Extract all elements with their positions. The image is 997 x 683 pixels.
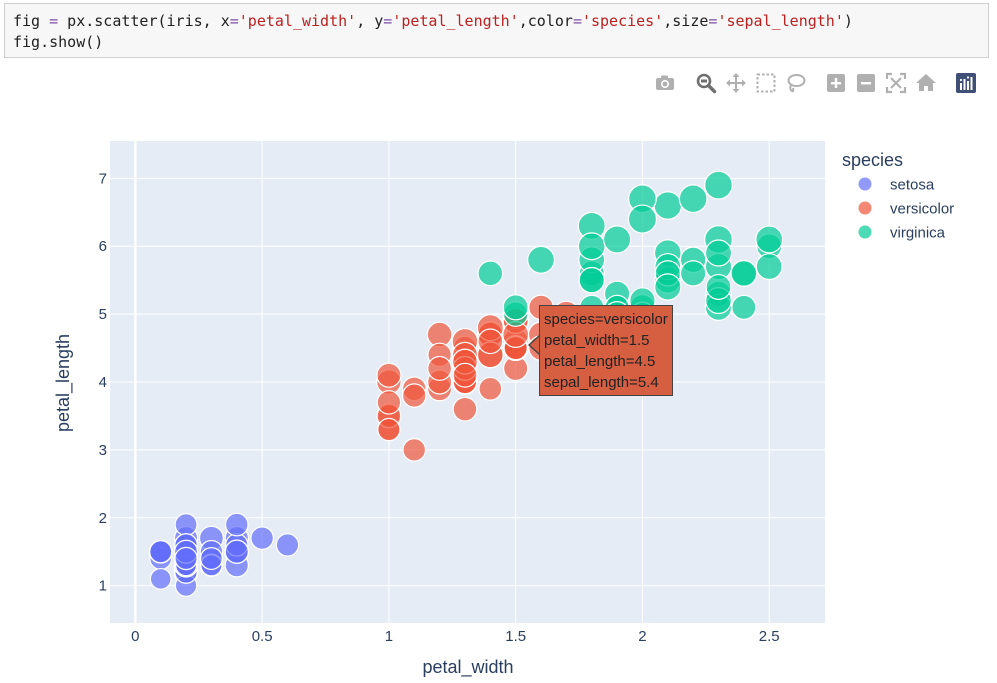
x-tick-label: 1 bbox=[385, 628, 393, 645]
code-token: ,size bbox=[663, 12, 709, 30]
tooltip-line: petal_length=4.5 bbox=[544, 353, 656, 370]
zoom-in-icon[interactable] bbox=[825, 72, 847, 94]
code-string: 'sepal_length' bbox=[717, 12, 844, 30]
legend-label[interactable]: virginica bbox=[890, 225, 946, 242]
data-point-setosa[interactable] bbox=[174, 546, 198, 571]
data-point-setosa[interactable] bbox=[250, 526, 274, 550]
data-point-virginica[interactable] bbox=[730, 259, 758, 287]
legend-marker[interactable] bbox=[858, 225, 872, 239]
code-string: 'petal_width' bbox=[238, 12, 357, 30]
x-tick-label: 2 bbox=[638, 628, 646, 645]
y-tick-label: 7 bbox=[99, 170, 107, 187]
data-point-virginica[interactable] bbox=[653, 191, 683, 220]
data-point-virginica[interactable] bbox=[678, 184, 708, 214]
code-operator: = bbox=[229, 12, 239, 30]
data-point-virginica[interactable] bbox=[755, 225, 784, 254]
legend-label[interactable]: versicolor bbox=[890, 201, 954, 218]
data-point-virginica[interactable] bbox=[731, 294, 757, 320]
data-point-versicolor[interactable] bbox=[402, 438, 427, 462]
data-point-virginica[interactable] bbox=[755, 253, 783, 281]
legend-marker[interactable] bbox=[858, 201, 872, 215]
y-tick-label: 3 bbox=[99, 442, 107, 459]
data-point-virginica[interactable] bbox=[627, 204, 658, 234]
pan-icon[interactable] bbox=[725, 72, 747, 94]
y-tick-labels: 1 2 3 4 5 6 7 bbox=[99, 170, 107, 594]
tooltip-arrow-fill bbox=[530, 336, 540, 354]
code-cell[interactable]: fig = px.scatter(iris, x='petal_width', … bbox=[4, 3, 989, 58]
code-token: ) bbox=[843, 12, 853, 30]
data-point-setosa[interactable] bbox=[224, 539, 249, 564]
x-tick-label: 2.5 bbox=[759, 628, 780, 645]
hover-tooltip: species=versicolor petal_width=1.5 petal… bbox=[539, 305, 673, 396]
box-select-icon[interactable] bbox=[755, 72, 777, 94]
x-axis-label: petal_width bbox=[422, 657, 513, 678]
legend-label[interactable]: setosa bbox=[890, 177, 935, 194]
data-point-versicolor[interactable] bbox=[478, 376, 503, 401]
data-point-versicolor[interactable] bbox=[452, 396, 478, 422]
data-point-virginica[interactable] bbox=[578, 266, 605, 294]
code-operator: = bbox=[708, 12, 718, 30]
data-point-setosa[interactable] bbox=[174, 513, 198, 537]
code-token: ,color bbox=[518, 12, 573, 30]
code-token: px.scatter(iris, x bbox=[58, 12, 230, 30]
autoscale-icon[interactable] bbox=[885, 72, 907, 94]
plotly-logo-icon[interactable] bbox=[955, 72, 977, 94]
y-axis-label: petal_length bbox=[53, 334, 74, 432]
code-operator: = bbox=[572, 12, 582, 30]
data-point-setosa[interactable] bbox=[275, 533, 300, 557]
code-token: , y bbox=[356, 12, 384, 30]
zoom-out-icon[interactable] bbox=[855, 72, 877, 94]
data-point-virginica[interactable] bbox=[502, 294, 529, 321]
data-point-setosa[interactable] bbox=[224, 512, 249, 537]
y-tick-label: 2 bbox=[99, 510, 107, 527]
y-tick-label: 4 bbox=[99, 374, 107, 391]
series-setosa bbox=[148, 512, 300, 597]
data-point-versicolor[interactable] bbox=[477, 328, 504, 355]
data-point-versicolor[interactable] bbox=[401, 383, 427, 408]
code-operator: = bbox=[49, 12, 59, 30]
legend-title: species bbox=[842, 150, 903, 170]
data-point-setosa[interactable] bbox=[149, 567, 172, 590]
data-point-versicolor[interactable] bbox=[427, 355, 453, 381]
legend-marker[interactable] bbox=[858, 177, 872, 191]
y-tick-label: 1 bbox=[99, 578, 107, 595]
x-tick-label: 0 bbox=[131, 628, 139, 645]
x-tick-label: 1.5 bbox=[505, 628, 526, 645]
code-line-1: fig = px.scatter(iris, x='petal_width', … bbox=[13, 11, 988, 32]
code-line-2: fig.show() bbox=[13, 33, 104, 51]
code-operator: = bbox=[383, 12, 393, 30]
y-tick-label: 6 bbox=[99, 238, 107, 255]
tooltip-line: sepal_length=5.4 bbox=[544, 374, 659, 391]
zoom-icon[interactable] bbox=[695, 72, 717, 94]
data-point-setosa[interactable] bbox=[149, 540, 173, 564]
data-point-virginica[interactable] bbox=[679, 260, 707, 287]
code-token: fig bbox=[13, 12, 50, 30]
data-point-virginica[interactable] bbox=[577, 232, 606, 261]
tooltip-line: species=versicolor bbox=[544, 311, 668, 328]
data-point-versicolor[interactable] bbox=[376, 390, 402, 415]
code-string: 'species' bbox=[581, 12, 664, 30]
data-point-virginica[interactable] bbox=[704, 170, 733, 200]
data-point-virginica[interactable] bbox=[527, 245, 555, 274]
data-point-versicolor[interactable] bbox=[452, 362, 478, 388]
data-point-versicolor[interactable] bbox=[377, 417, 401, 442]
legend[interactable]: species setosa versicolor virginica bbox=[842, 150, 954, 242]
data-point-virginica[interactable] bbox=[654, 273, 682, 301]
camera-icon[interactable] bbox=[654, 72, 676, 94]
tooltip-line: petal_width=1.5 bbox=[544, 332, 650, 349]
data-point-virginica[interactable] bbox=[477, 260, 504, 287]
y-tick-label: 5 bbox=[99, 306, 107, 323]
data-point-virginica[interactable] bbox=[705, 273, 732, 300]
data-point-setosa[interactable] bbox=[199, 546, 223, 571]
code-string: 'petal_length' bbox=[392, 12, 519, 30]
data-point-virginica[interactable] bbox=[704, 239, 733, 267]
reset-axes-icon[interactable] bbox=[915, 72, 937, 94]
x-tick-labels: 0 0.5 1 1.5 2 2.5 bbox=[131, 628, 779, 645]
x-tick-label: 0.5 bbox=[252, 628, 273, 645]
data-point-virginica[interactable] bbox=[602, 225, 632, 254]
lasso-select-icon[interactable] bbox=[785, 72, 807, 94]
data-point-versicolor[interactable] bbox=[376, 362, 402, 388]
